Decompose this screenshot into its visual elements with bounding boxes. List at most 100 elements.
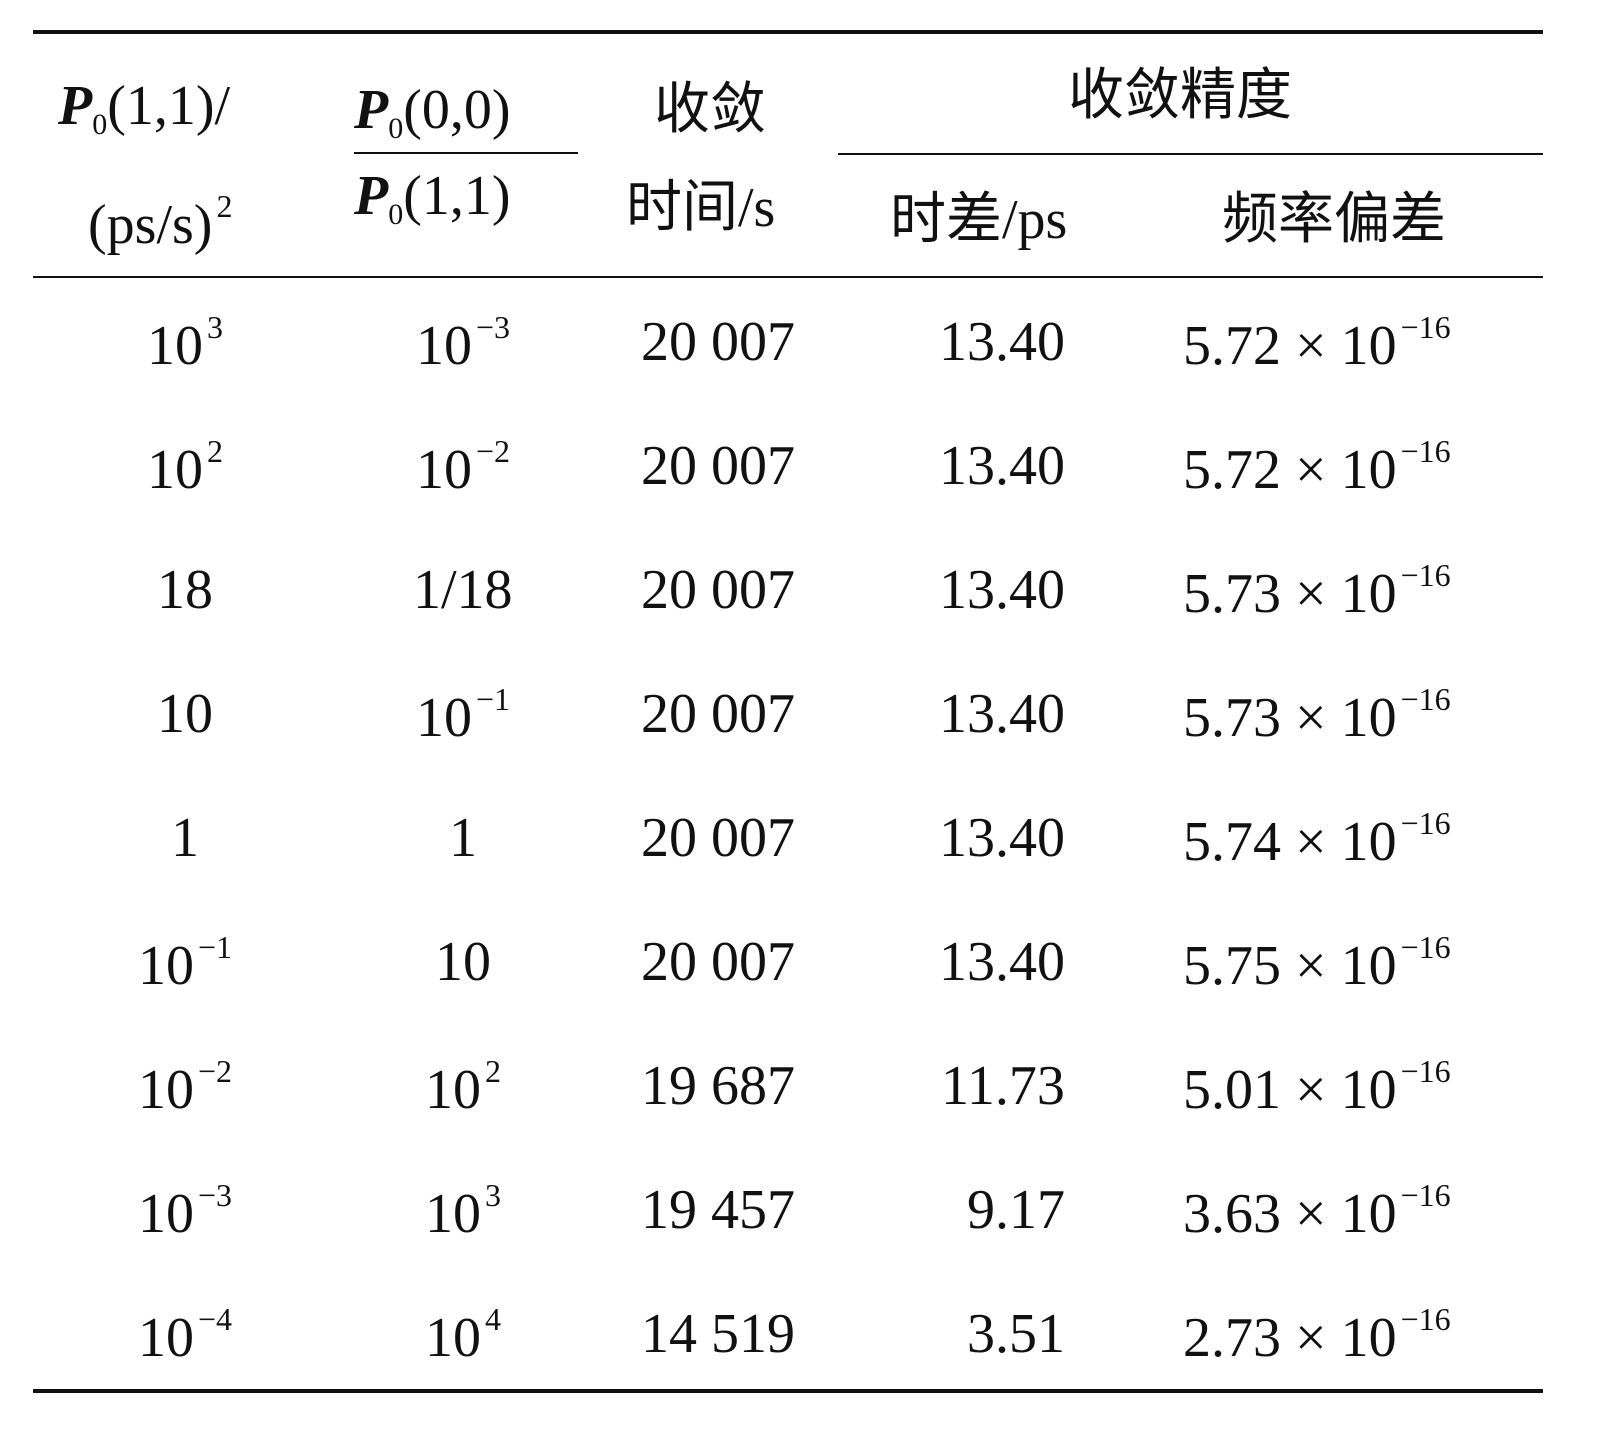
cell-superscript: −16 — [1400, 308, 1451, 345]
header-col1-line2: (ps/s) 2 — [88, 190, 232, 253]
table-cell: 5.75 × 10 −16 — [1183, 931, 1451, 994]
cell-base: 10 — [416, 686, 472, 749]
subscript: 0 — [92, 108, 108, 141]
table-cell: 11.73 — [941, 1055, 1065, 1117]
table-cell: 20 007 — [641, 559, 795, 621]
table-cell: 5.73 × 10 −16 — [1183, 683, 1451, 746]
cell-base: 2.73 × 10 — [1183, 1306, 1397, 1369]
table-cell: 20 007 — [641, 807, 795, 869]
table-cell: 10 −1 — [138, 931, 232, 994]
cell-base: 5.01 × 10 — [1183, 1058, 1397, 1121]
table-cell: 1/18 — [413, 559, 513, 621]
cell-superscript: 2 — [207, 432, 223, 469]
table-cell: 20 007 — [641, 311, 795, 373]
cell-base: 3.63 × 10 — [1183, 1182, 1397, 1245]
table-cell: 9.17 — [967, 1179, 1065, 1241]
cell-base: 5.75 × 10 — [1183, 934, 1397, 997]
cell-base: 10 — [425, 1182, 481, 1245]
cell-base: 10 — [138, 1058, 194, 1121]
cell-base: 10 — [425, 1058, 481, 1121]
table-cell: 5.72 × 10 −16 — [1183, 435, 1451, 498]
cell-superscript: 4 — [485, 1300, 501, 1337]
table-cell: 10 −2 — [416, 435, 510, 498]
table-cell: 20 007 — [641, 435, 795, 497]
table-cell: 14 519 — [641, 1303, 795, 1365]
cell-superscript: −1 — [476, 680, 511, 717]
header-col2-denominator: P0(1,1) — [354, 168, 511, 230]
header-col5: 频率偏差 — [1222, 189, 1446, 251]
cell-superscript: −16 — [1400, 804, 1451, 841]
table-cell: 5.74 × 10 −16 — [1183, 807, 1451, 870]
table-cell: 3.63 × 10 −16 — [1183, 1179, 1451, 1242]
cell-superscript: 3 — [485, 1176, 501, 1213]
table-cell: 20 007 — [641, 931, 795, 993]
table-cell: 19 457 — [641, 1179, 795, 1241]
cell-base: 5.74 × 10 — [1183, 810, 1397, 873]
cell-superscript: −16 — [1400, 1300, 1451, 1337]
table-cell: 10 −3 — [138, 1179, 232, 1242]
table-cell: 10 −4 — [138, 1303, 232, 1366]
cell-superscript: 3 — [207, 308, 223, 345]
cell-base: 10 — [138, 1306, 194, 1369]
symbol: P — [354, 165, 389, 227]
cell-base: 5.72 × 10 — [1183, 314, 1397, 377]
header-rule — [33, 276, 1543, 278]
table-cell: 10 3 — [425, 1179, 501, 1242]
table-cell: 10 2 — [147, 435, 223, 498]
table-cell: 10 −3 — [416, 311, 510, 374]
cell-superscript: −1 — [198, 928, 233, 965]
header-col4: 时差/ps — [890, 189, 1068, 251]
header-col3-line1: 收敛 — [654, 79, 766, 141]
bottom-rule — [33, 1389, 1543, 1393]
cell-base: 10 — [147, 438, 203, 501]
table-cell: 10 −2 — [138, 1055, 232, 1118]
subscript: 0 — [388, 198, 404, 231]
table-cell: 5.73 × 10 −16 — [1183, 559, 1451, 622]
table-cell: 20 007 — [641, 683, 795, 745]
cell-superscript: −16 — [1400, 928, 1451, 965]
table-cell: 10 — [435, 931, 491, 993]
text: (0,0) — [403, 79, 511, 141]
table-cell: 2.73 × 10 −16 — [1183, 1303, 1451, 1366]
fraction-bar — [354, 152, 578, 154]
symbol: P — [354, 79, 389, 141]
header-group: 收敛精度 — [1068, 65, 1292, 127]
text: (1,1)/ — [107, 75, 231, 137]
cell-base: 10 — [138, 934, 194, 997]
header-col1-line1: P0(1,1)/ — [58, 78, 230, 140]
cell-superscript: −3 — [198, 1176, 233, 1213]
cell-base: 10 — [416, 314, 472, 377]
table-cell: 13.40 — [939, 807, 1065, 869]
table-cell: 13.40 — [939, 559, 1065, 621]
table-cell: 5.72 × 10 −16 — [1183, 311, 1451, 374]
cell-superscript: −16 — [1400, 432, 1451, 469]
cell-base: 10 — [425, 1306, 481, 1369]
cell-base: 5.73 × 10 — [1183, 562, 1397, 625]
table-cell: 18 — [157, 559, 213, 621]
cell-base: 10 — [147, 314, 203, 377]
table-cell: 3.51 — [967, 1303, 1065, 1365]
header-col2-numerator: P0(0,0) — [354, 82, 511, 144]
table-cell: 5.01 × 10 −16 — [1183, 1055, 1451, 1118]
table-cell: 13.40 — [939, 931, 1065, 993]
symbol: P — [58, 75, 93, 137]
cell-superscript: 2 — [485, 1052, 501, 1089]
text: (1,1) — [403, 165, 511, 227]
subscript: 0 — [388, 112, 404, 145]
cell-superscript: −16 — [1400, 680, 1451, 717]
table-cell: 10 2 — [425, 1055, 501, 1118]
table-cell: 10 −1 — [416, 683, 510, 746]
table-cell: 13.40 — [939, 435, 1065, 497]
text: (ps/s) — [88, 194, 213, 256]
table-cell: 1 — [171, 807, 199, 869]
cell-superscript: −3 — [476, 308, 511, 345]
superscript: 2 — [216, 188, 233, 224]
cell-superscript: −2 — [476, 432, 511, 469]
table-cell: 10 — [157, 683, 213, 745]
table-cell: 13.40 — [939, 311, 1065, 373]
cell-base: 10 — [138, 1182, 194, 1245]
top-rule — [33, 30, 1543, 34]
cell-superscript: −16 — [1400, 1176, 1451, 1213]
cell-superscript: −16 — [1400, 1052, 1451, 1089]
